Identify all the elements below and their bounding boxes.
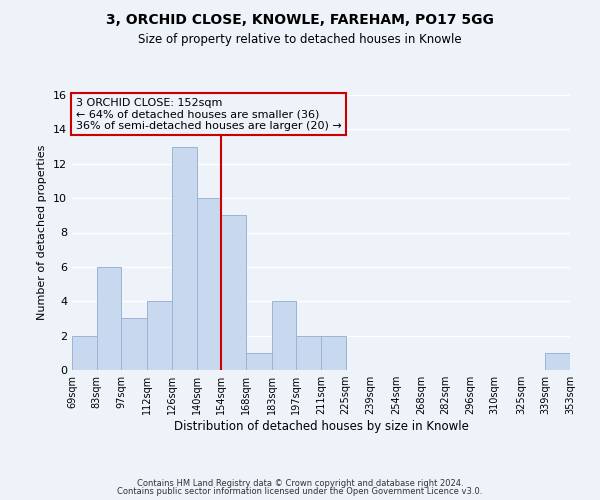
Bar bbox=[296, 336, 321, 370]
Text: Size of property relative to detached houses in Knowle: Size of property relative to detached ho… bbox=[138, 32, 462, 46]
Bar bbox=[97, 267, 121, 370]
Text: 3, ORCHID CLOSE, KNOWLE, FAREHAM, PO17 5GG: 3, ORCHID CLOSE, KNOWLE, FAREHAM, PO17 5… bbox=[106, 12, 494, 26]
Text: 3 ORCHID CLOSE: 152sqm
← 64% of detached houses are smaller (36)
36% of semi-det: 3 ORCHID CLOSE: 152sqm ← 64% of detached… bbox=[76, 98, 341, 131]
Bar bbox=[221, 216, 245, 370]
Bar bbox=[148, 301, 172, 370]
Bar bbox=[245, 353, 272, 370]
Bar bbox=[72, 336, 97, 370]
Bar bbox=[172, 146, 197, 370]
Y-axis label: Number of detached properties: Number of detached properties bbox=[37, 145, 47, 320]
Bar bbox=[545, 353, 570, 370]
Text: Contains public sector information licensed under the Open Government Licence v3: Contains public sector information licen… bbox=[118, 487, 482, 496]
X-axis label: Distribution of detached houses by size in Knowle: Distribution of detached houses by size … bbox=[173, 420, 469, 433]
Bar bbox=[197, 198, 221, 370]
Bar bbox=[321, 336, 346, 370]
Bar bbox=[272, 301, 296, 370]
Bar bbox=[121, 318, 148, 370]
Text: Contains HM Land Registry data © Crown copyright and database right 2024.: Contains HM Land Registry data © Crown c… bbox=[137, 478, 463, 488]
